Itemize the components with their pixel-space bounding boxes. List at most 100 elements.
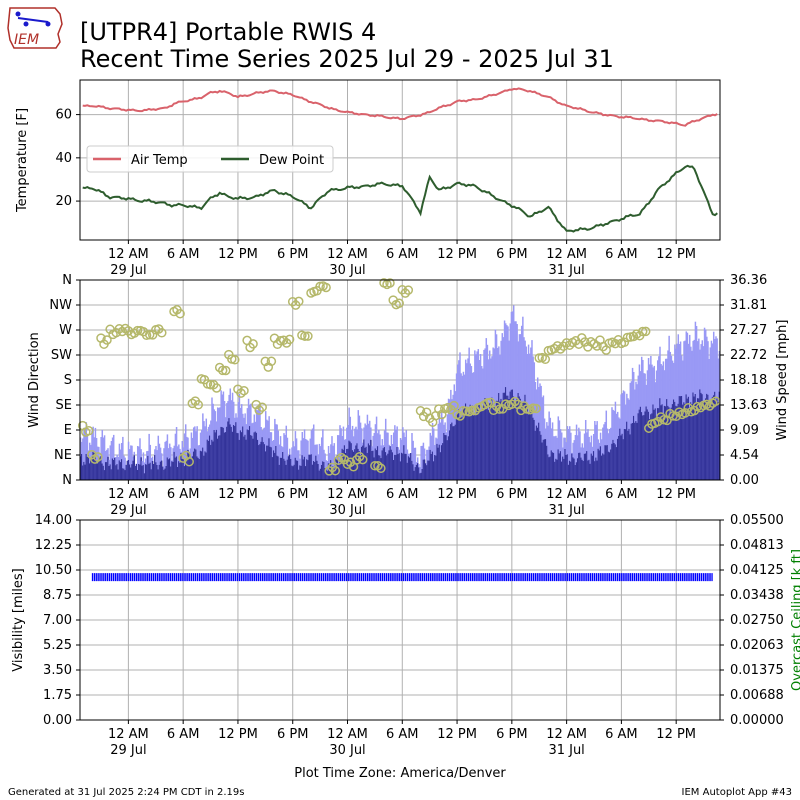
legend-box xyxy=(86,145,334,173)
y2-tick-label: 4.54 xyxy=(730,448,759,463)
wind-speed-bar xyxy=(475,414,477,480)
wind-speed-bar xyxy=(495,400,498,480)
wind-speed-bar xyxy=(653,409,656,480)
wind-speed-bar xyxy=(194,448,196,480)
wind-speed-bar xyxy=(199,450,202,480)
wind-speed-bar xyxy=(171,461,173,480)
wind-speed-bar xyxy=(322,461,324,480)
y2-tick-label: 22.72 xyxy=(730,348,767,363)
wind-speed-bar xyxy=(339,459,341,480)
wind-speed-bar xyxy=(472,415,475,480)
y-tick-label: 5.25 xyxy=(43,638,72,653)
wind-gust-bar xyxy=(157,435,160,480)
wind-speed-bar xyxy=(634,422,636,480)
wind-direction-point xyxy=(491,401,502,412)
wind-gust-bar xyxy=(202,413,204,480)
wind-speed-bar xyxy=(683,402,685,480)
wind-speed-bar xyxy=(619,428,621,480)
wind-gust-bar xyxy=(130,445,132,480)
wind-gust-bar xyxy=(277,430,280,480)
wind-gust-bar xyxy=(575,424,578,480)
dew-point-line xyxy=(82,164,718,233)
x-tick-label: 12 AM xyxy=(327,727,368,742)
wind-speed-bar xyxy=(693,396,696,480)
wind-speed-bar xyxy=(448,430,451,480)
wind-speed-bar xyxy=(284,460,286,480)
wind-gust-bar xyxy=(211,397,213,480)
wind-speed-bar xyxy=(104,462,107,480)
wind-speed-bar xyxy=(696,398,699,480)
wind-gust-bar xyxy=(258,409,260,480)
wind-gust-bar xyxy=(292,441,294,480)
wind-speed-bar xyxy=(390,449,393,480)
wind-speed-bar xyxy=(115,465,117,480)
wind-gust-bar xyxy=(311,428,314,480)
wind-gust-bar xyxy=(163,448,165,480)
wind-gust-bar xyxy=(101,429,104,480)
wind-speed-bar xyxy=(532,417,534,480)
wind-speed-bar xyxy=(255,432,258,480)
wind-speed-bar xyxy=(160,460,163,480)
wind-speed-bar xyxy=(200,451,203,480)
wind-speed-bar xyxy=(450,424,452,480)
y-tick-label: 12.25 xyxy=(35,538,72,553)
wind-gust-bar xyxy=(373,433,376,480)
wind-direction-point xyxy=(254,405,264,415)
wind-speed-bar xyxy=(100,456,102,480)
x-tick-label: 12 AM xyxy=(108,727,149,742)
wind-speed-bar xyxy=(286,459,289,480)
wind-speed-bar xyxy=(580,457,582,480)
wind-gust-bar xyxy=(304,439,307,480)
legend-label-dew-point: Dew Point xyxy=(259,153,324,168)
wind-speed-bar xyxy=(382,448,385,480)
wind-speed-bar xyxy=(447,436,450,480)
wind-speed-bar xyxy=(548,457,550,480)
x-tick-label: 6 PM xyxy=(277,247,308,262)
y2-axis-label: Wind Speed [mph] xyxy=(775,320,790,441)
wind-speed-bar xyxy=(229,424,232,480)
legend: Air Temp Dew Point xyxy=(86,145,334,173)
wind-speed-bar xyxy=(637,413,640,480)
wind-speed-bar xyxy=(676,406,678,480)
wind-speed-bar xyxy=(173,451,176,480)
wind-speed-bar xyxy=(707,394,709,480)
wind-gust-bar xyxy=(110,441,113,480)
wind-gust-bar xyxy=(566,426,569,480)
wind-speed-bar xyxy=(189,454,192,480)
wind-speed-bar xyxy=(282,452,284,480)
wind-speed-bar xyxy=(221,427,224,480)
wind-speed-bar xyxy=(195,449,197,480)
wind-gust-bar xyxy=(117,457,120,480)
wind-speed-bar xyxy=(611,443,613,480)
wind-speed-bar xyxy=(606,445,609,480)
wind-gust-bar xyxy=(293,446,296,480)
wind-gust-bar xyxy=(605,410,608,480)
wind-speed-bar xyxy=(108,466,110,480)
wind-gust-bar xyxy=(339,425,341,480)
wind-speed-bar xyxy=(192,451,195,480)
wind-direction-point xyxy=(394,298,404,309)
wind-speed-bar xyxy=(315,455,317,480)
wind-gust-bar xyxy=(622,390,625,480)
wind-speed-bar xyxy=(341,448,344,480)
wind-speed-bar xyxy=(531,406,533,480)
x-tick-label: 6 AM xyxy=(386,247,419,262)
wind-gust-bar xyxy=(303,429,306,480)
wind-gust-bar xyxy=(302,438,305,480)
x-tick-date: 31 Jul xyxy=(548,743,584,758)
wind-speed-bar xyxy=(223,432,226,480)
wind-speed-bar xyxy=(556,459,558,480)
wind-speed-bar xyxy=(98,460,100,480)
legend-label-air-temp: Air Temp xyxy=(131,153,188,168)
wind-speed-bar xyxy=(478,404,481,480)
wind-speed-bar xyxy=(411,460,413,480)
wind-gust-bar xyxy=(319,446,322,480)
wind-speed-bar xyxy=(163,469,165,480)
app-note: IEM Autoplot App #43 xyxy=(682,787,792,798)
wind-speed-bar xyxy=(389,446,392,480)
wind-speed-bar xyxy=(650,414,652,480)
wind-speed-bar xyxy=(256,439,259,480)
x-tick-date: 29 Jul xyxy=(110,743,146,758)
wind-speed-bar xyxy=(555,458,557,480)
x-tick-label: 12 PM xyxy=(437,727,477,742)
